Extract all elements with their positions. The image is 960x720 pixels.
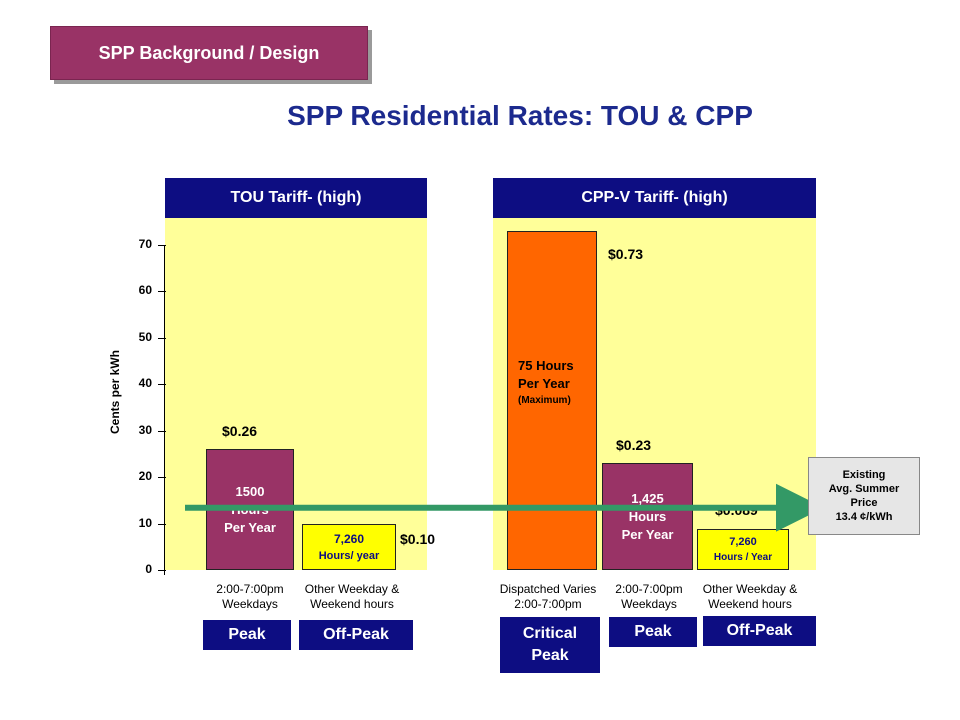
y-tick-label: 10 (138, 515, 152, 530)
page-title: SPP Residential Rates: TOU & CPP (287, 100, 753, 131)
y-tick (158, 384, 166, 385)
period-label-off-peak: Off-Peak (703, 616, 816, 646)
period-label-peak: Peak (203, 620, 291, 650)
callout-line-4: 13.4 ¢/kWh (835, 511, 893, 523)
y-tick (158, 244, 166, 246)
category-label: Dispatched Varies 2:00-7:00pm (499, 582, 597, 611)
price-label: $0.10 (400, 531, 436, 547)
category-label: Other Weekday & Weekend hours (702, 582, 798, 611)
y-tick (158, 523, 166, 525)
category-label: 2:00-7:00pm Weekdays (216, 582, 284, 611)
category-label: Other Weekday & Weekend hours (304, 582, 400, 611)
bar-off-peak: 7,260 Hours/ year (302, 523, 396, 570)
period-label-peak: Peak (609, 617, 697, 647)
bar-peak: 1,425 Hours Per Year (602, 463, 693, 570)
bar-text-line: Per Year (224, 519, 276, 535)
y-tick-label: 40 (138, 376, 152, 390)
y-axis (164, 245, 165, 575)
period-label-critical-peak: Critical Peak (500, 617, 600, 673)
bar-text-line: Hours (628, 508, 667, 524)
bar-text-line: Per Year (621, 526, 674, 542)
y-tick-label: 0 (145, 562, 152, 576)
y-tick (158, 291, 166, 292)
cpp-panel-header: CPP-V Tariff- (high) (493, 178, 816, 218)
callout-line-3: Price (850, 497, 878, 509)
y-tick (158, 337, 166, 339)
category-label: 2:00-7:00pm Weekdays (615, 582, 683, 611)
bar-text-line: 7,260 (333, 531, 365, 546)
bar-text-line: 1,425 (631, 490, 664, 506)
bar-text-line: 7,260 (729, 535, 757, 548)
bar-text-line: Hours/ year (318, 549, 380, 562)
y-tick (158, 477, 166, 478)
price-label: $0.73 (608, 246, 644, 262)
callout-line-2: Avg. Summer (828, 483, 900, 495)
bar-text-line: 75 Hours (518, 357, 574, 373)
tou-panel-header: TOU Tariff- (high) (165, 178, 427, 218)
y-tick-label: 30 (138, 422, 152, 437)
y-tick-label: 50 (138, 329, 152, 344)
y-tick-label: 60 (138, 283, 152, 297)
bar-text-line: Hours / Year (713, 551, 773, 563)
existing-price-callout: Existing Avg. Summer Price 13.4 ¢/kWh (808, 457, 920, 535)
bar-critical-peak: 75 Hours Per Year (Maximum) (507, 230, 597, 570)
y-tick-label: 70 (138, 236, 152, 251)
y-tick-label: 20 (138, 469, 152, 483)
bar-text-line: (Maximum) (518, 394, 571, 406)
price-label: $0.26 (222, 423, 258, 440)
bar-text-line: Per Year (518, 375, 570, 391)
section-tag: SPP Background / Design (50, 26, 368, 80)
y-tick (158, 430, 166, 432)
period-label-off-peak: Off-Peak (299, 620, 413, 650)
bar-off-peak: 7,260 Hours / Year (697, 528, 789, 570)
price-label: $0.23 (616, 437, 652, 454)
y-tick (158, 570, 166, 571)
callout-line-1: Existing (842, 469, 886, 481)
bar-text-line: 1500 (235, 483, 265, 499)
